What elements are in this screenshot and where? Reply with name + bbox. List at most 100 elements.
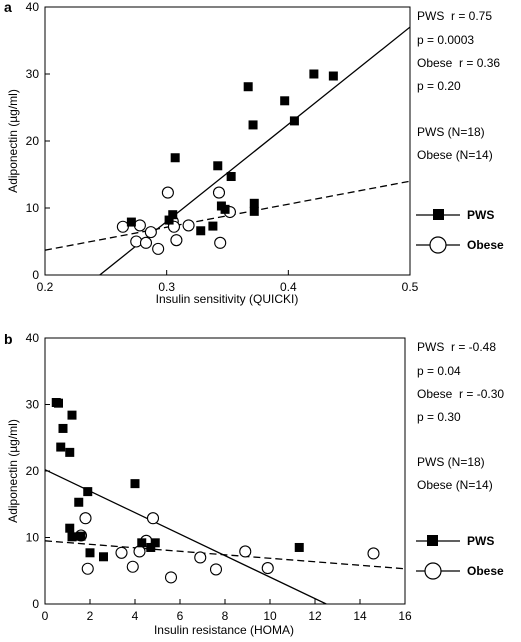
legend-obese-marker [424, 562, 442, 580]
data-point-pws [196, 226, 206, 236]
data-points [116, 69, 338, 255]
x-tick-label: 16 [398, 609, 412, 623]
x-tick-label: 12 [308, 609, 322, 623]
plot-frame [44, 337, 406, 605]
count-line: PWS (N=18) [417, 125, 485, 139]
legend-pws-marker [433, 209, 444, 220]
data-point-pws [249, 198, 259, 208]
data-point-pws [213, 161, 223, 171]
panel-letter: a [4, 0, 12, 15]
data-point-pws [226, 172, 236, 182]
data-point-pws [83, 487, 93, 497]
legend-pws-marker [427, 535, 438, 546]
data-point-pws [54, 398, 63, 408]
x-tick-label: 4 [132, 609, 139, 623]
data-point-obese [194, 551, 207, 564]
fit-line-obese [45, 180, 410, 251]
x-tick-label: 8 [222, 609, 229, 623]
stat-line: p = 0.04 [417, 364, 461, 378]
stats-block: PWS r = -0.48 p = 0.04 Obese r = -0.30 p… [417, 340, 504, 492]
x-axis-label: Insulin resistance (HOMA) [154, 623, 294, 637]
data-point-obese [182, 219, 195, 232]
stat-line: PWS r = -0.48 [417, 340, 496, 354]
data-point-pws [99, 552, 108, 562]
y-tick-label: 0 [32, 268, 39, 282]
data-point-pws [58, 423, 68, 433]
stat-line: p = 0.0003 [417, 33, 474, 47]
data-point-obese [133, 545, 146, 558]
stats-block: PWS r = 0.75 p = 0.0003 Obese r = 0.36 p… [417, 9, 500, 162]
stat-line: PWS r = 0.75 [417, 9, 492, 23]
count-line: PWS (N=18) [417, 455, 485, 469]
x-axis-label: Insulin sensitivity (QUICKI) [156, 292, 299, 306]
count-line: Obese (N=14) [417, 148, 493, 162]
data-point-pws [168, 210, 178, 220]
panel-b: b 0 2 4 6 8 10 12 14 16 0 10 20 30 40 Insulin resista… [4, 331, 504, 637]
data-point-obese [133, 219, 146, 232]
data-point-pws [208, 221, 218, 231]
legend-pws-label: PWS [467, 208, 494, 222]
ticks: 0.2 0.3 0.4 0.5 0 10 20 30 40 [26, 0, 419, 294]
x-tick-label: 6 [177, 609, 184, 623]
data-point-pws [137, 538, 147, 548]
data-point-obese [144, 226, 157, 239]
data-point-pws [65, 447, 75, 457]
data-point-obese [126, 560, 139, 573]
stat-line: p = 0.20 [417, 79, 461, 93]
legend: PWS Obese [416, 208, 504, 254]
stat-line: Obese r = -0.30 [417, 387, 504, 401]
y-tick-label: 10 [26, 531, 40, 545]
x-tick-label: 0.3 [158, 280, 175, 294]
y-tick-label: 30 [26, 67, 40, 81]
data-point-pws [126, 217, 136, 227]
data-point-pws [146, 542, 156, 552]
data-point-pws [67, 410, 77, 420]
legend-obese-label: Obese [467, 564, 504, 578]
data-point-pws [328, 71, 338, 81]
y-tick-label: 0 [32, 597, 39, 611]
fit-lines [45, 469, 405, 604]
data-point-pws [280, 96, 290, 106]
x-tick-label: 14 [353, 609, 367, 623]
panel-a: a 0.2 0.3 0.4 0.5 0 10 20 30 40 Insulin sensitiv… [4, 0, 504, 306]
data-point-obese [367, 547, 380, 560]
fit-lines [45, 26, 410, 275]
y-axis-label: Adiponectin (µg/ml) [6, 419, 20, 523]
data-point-pws [170, 153, 180, 163]
data-point-pws [289, 116, 299, 126]
data-point-obese [152, 242, 165, 255]
y-tick-label: 40 [26, 331, 40, 345]
data-point-pws [130, 479, 140, 489]
x-tick-label: 10 [263, 609, 277, 623]
data-point-obese [79, 512, 92, 525]
y-tick-label: 10 [26, 201, 40, 215]
data-point-obese [161, 186, 174, 199]
legend-obese-label: Obese [467, 238, 504, 252]
data-point-pws [243, 82, 253, 92]
data-point-pws [220, 204, 230, 214]
data-point-pws [150, 538, 160, 548]
data-point-pws [249, 206, 259, 216]
count-line: Obese (N=14) [417, 478, 493, 492]
y-tick-label: 30 [26, 398, 40, 412]
data-point-obese [116, 220, 129, 233]
stat-line: p = 0.30 [417, 410, 461, 424]
stat-line: Obese r = 0.36 [417, 56, 500, 70]
data-point-pws [164, 215, 174, 225]
x-tick-label: 0.4 [280, 280, 297, 294]
x-tick-label: 0 [42, 609, 49, 623]
data-point-obese [209, 563, 223, 576]
data-points [51, 398, 380, 584]
data-point-pws [65, 523, 75, 533]
data-point-obese [164, 571, 178, 584]
legend-obese-marker [429, 236, 447, 254]
data-point-pws [74, 497, 84, 507]
data-point-pws [76, 531, 86, 541]
fit-line-obese [45, 540, 405, 570]
data-point-pws [67, 532, 77, 542]
y-tick-label: 40 [26, 0, 40, 14]
data-point-obese [81, 562, 94, 575]
data-point-obese [214, 236, 227, 249]
data-point-pws [309, 69, 319, 79]
